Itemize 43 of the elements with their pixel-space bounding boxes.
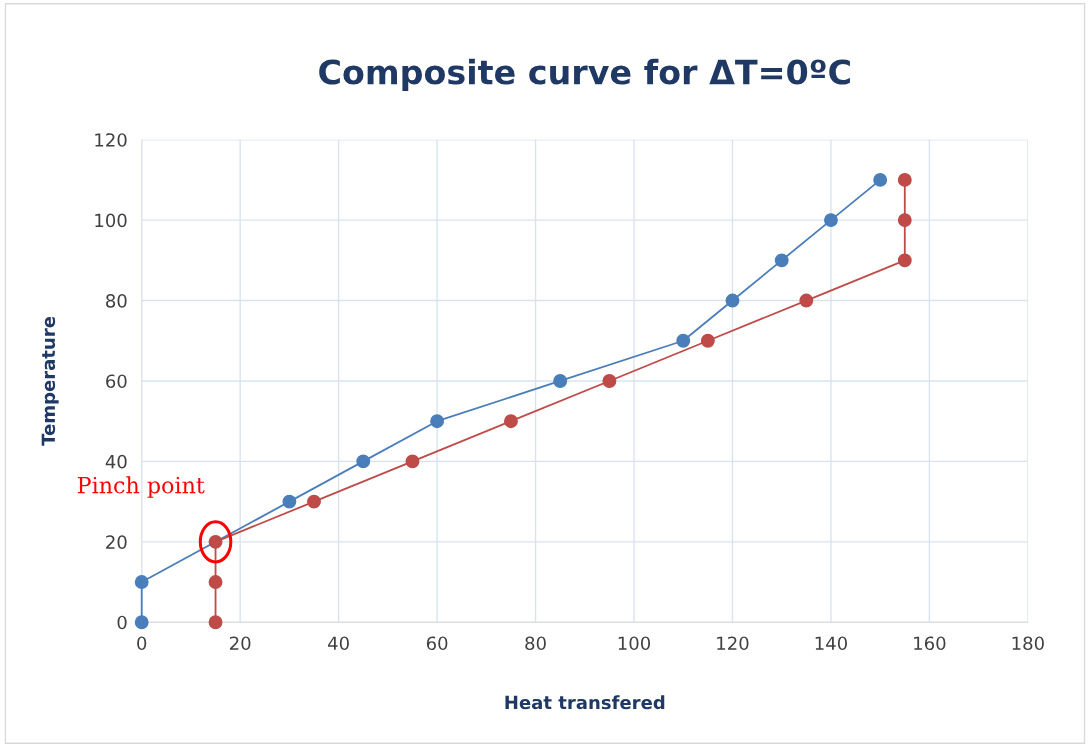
chart-title: Composite curve for ΔT=0ºC (319, 58, 850, 92)
y-tick-label: 60 (106, 374, 127, 389)
x-tick-label: 100 (618, 636, 651, 651)
point (676, 333, 691, 348)
point (134, 615, 149, 630)
y-tick-label: 0 (117, 615, 127, 630)
point (799, 293, 814, 308)
y-tick-label: 120 (95, 133, 127, 147)
x-tick-label: 140 (815, 636, 847, 651)
x-tick-label: 180 (1012, 636, 1044, 651)
x-tick-label: 60 (426, 636, 448, 651)
point (774, 253, 789, 268)
x-tick-label: 160 (914, 636, 946, 651)
point (307, 494, 321, 509)
x-tick-label: 120 (717, 636, 749, 651)
x-axis-title: Heat transfered (505, 695, 665, 710)
point (356, 454, 371, 469)
x-tick-label: 20 (230, 636, 251, 651)
point (430, 414, 445, 429)
point (897, 172, 912, 187)
point (725, 293, 740, 308)
point (208, 575, 223, 589)
point (503, 414, 518, 429)
point (823, 213, 838, 228)
point (897, 213, 912, 228)
point (602, 374, 617, 388)
y-tick-label: 20 (106, 535, 127, 549)
point (134, 575, 149, 589)
point (897, 253, 912, 268)
x-tick-label: 40 (328, 636, 349, 651)
point (208, 615, 223, 630)
point (873, 172, 888, 187)
x-tick-label: 80 (525, 636, 546, 651)
y-tick-label: 80 (106, 294, 127, 308)
y-tick-label: 40 (105, 454, 127, 469)
y-axis-title: Temperature (41, 316, 59, 446)
annotation: Pinch point (77, 476, 205, 498)
point (700, 333, 715, 348)
x-tick-label: 0 (137, 636, 147, 651)
point (553, 374, 568, 388)
point (282, 494, 297, 509)
point (405, 454, 420, 469)
y-tick-label: 100 (95, 213, 127, 228)
